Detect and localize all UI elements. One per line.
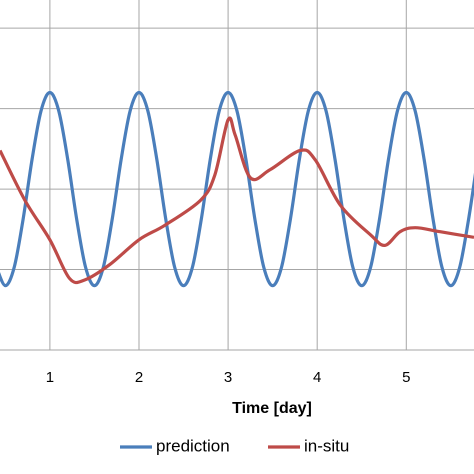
- legend-label: in-situ: [304, 436, 349, 455]
- series-line: [0, 116, 474, 285]
- x-tick-label: 5: [402, 369, 410, 386]
- x-tick-label: 2: [135, 369, 143, 386]
- x-axis-title: Time [day]: [232, 400, 312, 417]
- legend: prediction in-situ: [120, 436, 349, 455]
- x-tick-label: 3: [224, 369, 232, 386]
- series-line: [0, 90, 474, 288]
- legend-label: prediction: [156, 436, 230, 455]
- grid: 1 2 3 4 5: [0, 0, 474, 386]
- x-tick-label: 1: [46, 369, 54, 386]
- plot-area: [0, 90, 474, 288]
- x-tick-label: 4: [313, 369, 321, 386]
